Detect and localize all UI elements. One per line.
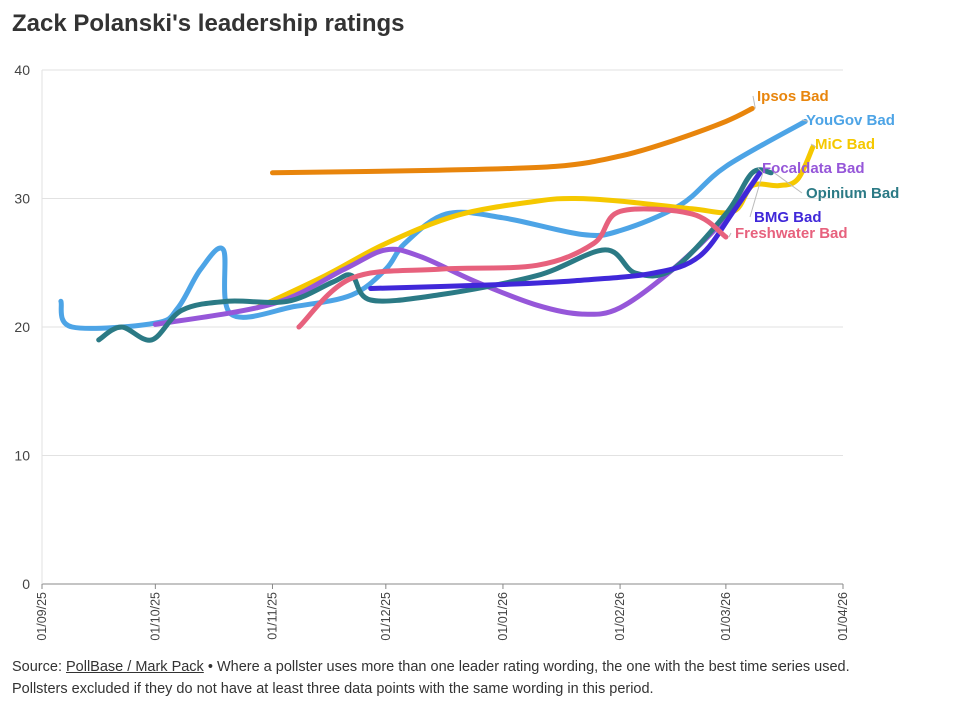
series-label: Ipsos Bad [757,88,829,105]
y-tick-label: 30 [14,191,30,207]
chart-footer: Source: PollBase / Mark Pack • Where a p… [12,656,962,700]
footer-line-1: Source: PollBase / Mark Pack • Where a p… [12,656,962,678]
source-prefix: Source: [12,659,66,675]
series-label: Freshwater Bad [735,225,848,242]
series-label-connector [728,232,732,238]
x-tick-label: 01/11/25 [265,592,279,640]
series-line-7 [296,206,729,330]
series-lines [58,106,816,343]
footer-line-2: Pollsters excluded if they do not have a… [12,681,654,697]
x-tick-label: 01/12/25 [379,592,393,641]
x-tick-label: 01/04/26 [836,592,850,641]
series-label: BMG Bad [754,209,822,226]
series-label-connector [757,167,764,174]
x-tick-label: 01/01/26 [496,592,510,641]
series-line-6 [368,170,763,291]
y-tick-label: 10 [14,448,30,464]
series-label-connector [801,119,809,122]
x-tick-label: 01/03/26 [719,592,733,641]
grid-lines [42,69,843,456]
axes: 0 10 20 30 40 01/09/25 01/10/25 01/11/25 01/12/2… [14,62,850,641]
series-label: Opinium Bad [806,185,899,202]
series-label-connector [749,172,764,218]
series-label: YouGov Bad [806,112,895,129]
series-labels: Ipsos Bad YouGov Bad MiC Bad Focaldata Bad O… [728,88,899,242]
series-label: Focaldata Bad [762,160,865,177]
series-line-1 [270,106,755,176]
y-tick-label: 40 [14,62,30,78]
series-line-5 [96,167,774,343]
y-tick-label: 20 [14,319,30,335]
source-link[interactable]: PollBase / Mark Pack [66,659,204,675]
series-label-connector [773,172,803,194]
y-tick-label: 0 [22,576,30,592]
series-label: MiC Bad [815,136,875,153]
source-note: • Where a pollster uses more than one le… [203,659,850,675]
x-tick-label: 01/02/26 [613,592,627,641]
series-line-3 [254,144,816,311]
x-tick-label: 01/10/25 [148,592,162,641]
series-label-connector [810,143,817,148]
chart-title: Zack Polanski's leadership ratings [12,10,405,37]
series-line-2 [58,118,808,331]
line-chart: 0 10 20 30 40 01/09/25 01/10/25 01/11/25 01/12/2… [14,62,899,641]
x-tick-label: 01/09/25 [35,592,49,641]
series-label-connector [752,95,756,109]
